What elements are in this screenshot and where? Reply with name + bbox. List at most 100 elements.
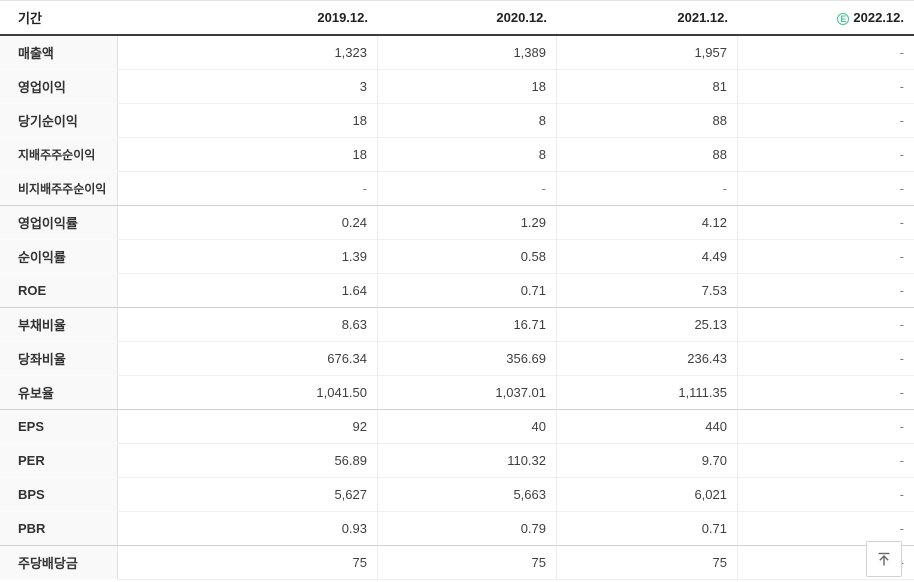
cell-value: 5,663 (378, 478, 557, 512)
cell-value: 81 (557, 70, 738, 104)
cell-value: 0.58 (378, 240, 557, 274)
cell-value: 1,111.35 (557, 376, 738, 410)
cell-value: 8 (378, 104, 557, 138)
cell-value: 25.13 (557, 308, 738, 342)
table-row: 순이익률 1.39 0.58 4.49- (0, 240, 914, 274)
cell-value: 18 (118, 104, 378, 138)
table-row: ROE 1.64 0.71 7.53- (0, 274, 914, 308)
cell-value: 75 (557, 546, 738, 580)
cell-value: - (738, 444, 914, 478)
cell-value: 75 (378, 546, 557, 580)
cell-value: 0.93 (118, 512, 378, 546)
cell-value: 7.53 (557, 274, 738, 308)
row-label: EPS (0, 410, 118, 444)
row-label: 순이익률 (0, 240, 118, 274)
cell-value: - (738, 240, 914, 274)
table-row: 부채비율 8.63 16.71 25.13- (0, 308, 914, 342)
arrow-up-to-bar-icon (875, 550, 893, 568)
cell-value: 236.43 (557, 342, 738, 376)
row-label: BPS (0, 478, 118, 512)
cell-value: 1,389 (378, 36, 557, 70)
row-label: PBR (0, 512, 118, 546)
cell-value: 88 (557, 138, 738, 172)
row-label: 당좌비율 (0, 342, 118, 376)
row-label: 주당배당금 (0, 546, 118, 580)
table-row: EPS 92 40 440- (0, 410, 914, 444)
financial-table-body: 매출액 1,323 1,389 1,957- 영업이익 3 18 81- 당기순이익 18 8 88-… (0, 36, 914, 580)
row-label: 영업이익률 (0, 206, 118, 240)
cell-value: - (738, 308, 914, 342)
cell-value: 0.79 (378, 512, 557, 546)
cell-value: 18 (378, 70, 557, 104)
cell-value: 40 (378, 410, 557, 444)
estimate-icon: E (837, 13, 850, 25)
cell-value: 1.39 (118, 240, 378, 274)
cell-value: 0.71 (378, 274, 557, 308)
cell-value: - (378, 172, 557, 206)
cell-value: 0.24 (118, 206, 378, 240)
cell-value: 3 (118, 70, 378, 104)
table-row: BPS 5,627 5,663 6,021- (0, 478, 914, 512)
row-label: 지배주주순이익 (0, 138, 118, 172)
cell-value: - (738, 36, 914, 70)
cell-value: 1,041.50 (118, 376, 378, 410)
cell-value: 6,021 (557, 478, 738, 512)
column-header-2022-estimate: E 2022.12. (738, 1, 914, 36)
cell-value: 8.63 (118, 308, 378, 342)
row-label: 당기순이익 (0, 104, 118, 138)
cell-value: - (557, 172, 738, 206)
table-row: 비지배주주순이익 - - - - (0, 172, 914, 206)
cell-value: - (738, 206, 914, 240)
row-label: PER (0, 444, 118, 478)
table-row: 당기순이익 18 8 88- (0, 104, 914, 138)
cell-value: 110.32 (378, 444, 557, 478)
row-label: 부채비율 (0, 308, 118, 342)
row-label: 매출액 (0, 36, 118, 70)
cell-value: - (738, 342, 914, 376)
header-row: 기간 2019.12. 2020.12. 2021.12. E 2022.12. (0, 1, 914, 36)
cell-value: - (738, 70, 914, 104)
table-row: 매출액 1,323 1,389 1,957- (0, 36, 914, 70)
column-header-2020: 2020.12. (378, 1, 557, 36)
cell-value: - (738, 410, 914, 444)
table-row: 영업이익 3 18 81- (0, 70, 914, 104)
cell-value: 16.71 (378, 308, 557, 342)
cell-value: - (118, 172, 378, 206)
column-header-2021: 2021.12. (557, 1, 738, 36)
row-label: 비지배주주순이익 (0, 172, 118, 206)
cell-value: 1,323 (118, 36, 378, 70)
cell-value: 1.29 (378, 206, 557, 240)
cell-value: 9.70 (557, 444, 738, 478)
cell-value: 8 (378, 138, 557, 172)
cell-value: - (738, 478, 914, 512)
column-header-2019: 2019.12. (118, 1, 378, 36)
row-label: ROE (0, 274, 118, 308)
cell-value: - (738, 512, 914, 546)
cell-value: 75 (118, 546, 378, 580)
cell-value: 88 (557, 104, 738, 138)
cell-value: 56.89 (118, 444, 378, 478)
cell-value: 440 (557, 410, 738, 444)
table-row: 유보율 1,041.50 1,037.01 1,111.35- (0, 376, 914, 410)
table-row: PBR 0.93 0.79 0.71- (0, 512, 914, 546)
cell-value: 4.12 (557, 206, 738, 240)
cell-value: 1,957 (557, 36, 738, 70)
cell-value: 92 (118, 410, 378, 444)
cell-value: 676.34 (118, 342, 378, 376)
cell-value: - (738, 274, 914, 308)
table-row: 영업이익률 0.24 1.29 4.12- (0, 206, 914, 240)
table-row: 지배주주순이익 18 8 88- (0, 138, 914, 172)
scroll-to-top-button[interactable] (866, 541, 902, 577)
cell-value: 1.64 (118, 274, 378, 308)
cell-value: 5,627 (118, 478, 378, 512)
cell-value: - (738, 376, 914, 410)
cell-value: 1,037.01 (378, 376, 557, 410)
row-label: 영업이익 (0, 70, 118, 104)
cell-value: 0.71 (557, 512, 738, 546)
period-header: 기간 (0, 1, 118, 36)
cell-value: 356.69 (378, 342, 557, 376)
cell-value: 18 (118, 138, 378, 172)
